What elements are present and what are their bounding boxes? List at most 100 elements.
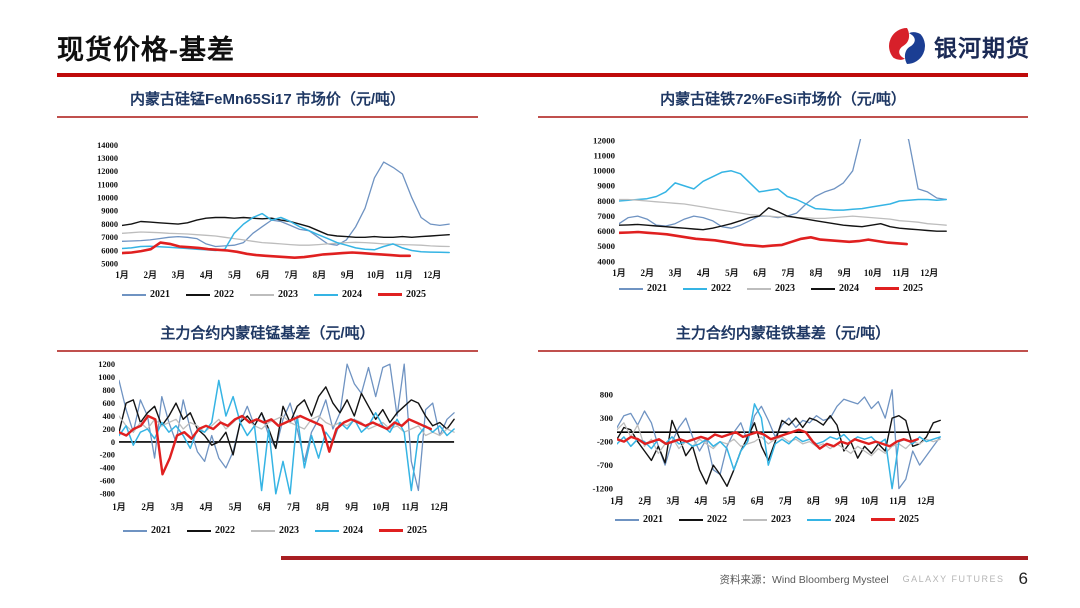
legend-item-2025: 2025: [875, 283, 923, 294]
series-line-2021: [119, 363, 455, 492]
y-tick-label: 10000: [593, 166, 616, 176]
legend-item-2022: 2022: [187, 525, 235, 536]
legend-item-2023: 2023: [251, 525, 299, 536]
chart-fesi-basis: 800 300 -200 -700 -1200 1月 2月 3月 4月 5月 6月 7月 8月 9月 10月…: [592, 389, 941, 506]
x-tick-label: 10月: [861, 496, 879, 506]
legend-label-2021: 2021: [150, 289, 170, 300]
footer: 资料来源：Wind Bloomberg Mysteel GALAXY FUTUR…: [0, 569, 1028, 589]
x-tick-label: 1月: [112, 502, 126, 512]
x-tick-label: 6月: [258, 502, 272, 512]
legend-label-2022: 2022: [214, 289, 234, 300]
y-tick-label: 300: [600, 413, 614, 423]
chart-title-simn-price: 内蒙古硅锰FeMn65Si17 市场价（元/吨）: [57, 88, 478, 118]
legend-label-2021: 2021: [151, 525, 171, 536]
x-tick-label: 7月: [284, 270, 298, 280]
legend-label-2021: 2021: [647, 283, 667, 294]
y-tick-label: 1000: [98, 373, 115, 382]
x-tick-label: 12月: [431, 502, 449, 512]
page-number: 6: [1018, 569, 1028, 588]
legend-label-2021: 2021: [643, 514, 663, 525]
legend-swatch-2023: [747, 287, 771, 290]
y-tick-label: 9000: [101, 207, 118, 216]
legend-item-2025: 2025: [871, 514, 919, 525]
legend-item-2022: 2022: [186, 289, 234, 300]
legend-swatch-2025: [875, 287, 899, 290]
x-tick-label: 3月: [171, 502, 185, 512]
legend-fesi-basis: 2021 2022 2023 2024 2025: [583, 514, 951, 525]
source-line: 资料来源：Wind Bloomberg Mysteel: [719, 572, 888, 587]
x-tick-label: 6月: [753, 268, 767, 278]
legend-item-2021: 2021: [123, 525, 171, 536]
legend-label-2023: 2023: [278, 289, 298, 300]
x-tick-label: 8月: [807, 496, 821, 506]
y-tick-label: 6000: [101, 246, 118, 255]
legend-swatch-2021: [122, 293, 146, 296]
footer-divider: [281, 556, 1028, 560]
source-list: Wind Bloomberg Mysteel: [771, 573, 889, 586]
chart-title-fesi-price: 内蒙古硅铁72%FeSi市场价（元/吨）: [538, 88, 1028, 118]
legend-label-2022: 2022: [707, 514, 727, 525]
legend-swatch-2022: [679, 518, 703, 521]
y-tick-label: -800: [100, 490, 115, 499]
legend-item-2023: 2023: [250, 289, 298, 300]
x-tick-label: 2月: [638, 496, 652, 506]
y-tick-label: 11000: [98, 180, 118, 189]
series-line-2022: [119, 386, 455, 456]
x-tick-label: 11月: [892, 268, 910, 278]
y-tick-label: 800: [102, 386, 115, 395]
series-line-2025: [122, 241, 412, 259]
x-tick-label: 9月: [345, 502, 359, 512]
x-tick-label: 12月: [423, 270, 441, 280]
chart-simn-price: 5000 6000 7000 8000 9000 10000 11000 12000 13000…: [97, 141, 450, 280]
x-tick-label: 2月: [143, 270, 157, 280]
legend-label-2024: 2024: [343, 525, 363, 536]
y-tick-label: 12000: [593, 135, 616, 145]
x-tick-label: 3月: [172, 270, 186, 280]
footer-brand: GALAXY FUTURES: [902, 574, 1005, 584]
x-tick-label: 3月: [666, 496, 680, 506]
y-tick-label: 8000: [597, 196, 615, 206]
x-tick-label: 1月: [610, 496, 624, 506]
legend-swatch-2024: [315, 529, 339, 532]
legend-item-2023: 2023: [743, 514, 791, 525]
x-tick-label: 5月: [723, 496, 737, 506]
y-tick-label: 8000: [101, 220, 118, 229]
x-tick-label: 8月: [313, 270, 327, 280]
legend-item-2025: 2025: [378, 289, 426, 300]
series-line-2024: [122, 212, 450, 254]
series-line-2022: [617, 415, 941, 488]
y-tick-label: -700: [597, 460, 614, 470]
series-line-2024: [119, 379, 455, 495]
x-tick-label: 5月: [229, 502, 243, 512]
series-line-2025: [617, 428, 919, 450]
series-line-2021: [617, 389, 941, 490]
x-tick-label: 7月: [781, 268, 795, 278]
legend-item-2023: 2023: [747, 283, 795, 294]
y-tick-label: 5000: [597, 241, 615, 251]
legend-swatch-2021: [619, 287, 643, 290]
legend-label-2024: 2024: [835, 514, 855, 525]
x-tick-label: 11月: [402, 502, 420, 512]
x-tick-label: 4月: [697, 268, 711, 278]
legend-swatch-2021: [123, 529, 147, 532]
x-tick-label: 9月: [835, 496, 849, 506]
series-line-2022: [122, 216, 450, 239]
series-line-2023: [617, 422, 941, 457]
series-line-2023: [119, 415, 455, 437]
brand-name: 银河期货: [934, 35, 1030, 61]
legend-swatch-2025: [379, 529, 403, 532]
x-tick-label: 2月: [141, 502, 155, 512]
legend-item-2024: 2024: [315, 525, 363, 536]
y-tick-label: 12000: [97, 167, 118, 176]
x-tick-label: 9月: [838, 268, 852, 278]
x-tick-label: 9月: [341, 270, 355, 280]
legend-label-2024: 2024: [342, 289, 362, 300]
x-tick-label: 2月: [640, 268, 654, 278]
legend-swatch-2025: [378, 293, 402, 296]
series-line-2023: [619, 198, 947, 226]
legend-label-2022: 2022: [711, 283, 731, 294]
legend-swatch-2021: [615, 518, 639, 521]
series-line-2025: [619, 230, 909, 248]
legend-swatch-2025: [871, 518, 895, 521]
